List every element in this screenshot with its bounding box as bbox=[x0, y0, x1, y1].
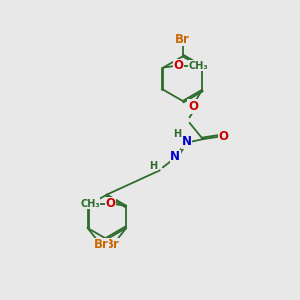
Text: O: O bbox=[174, 59, 184, 72]
Text: Br: Br bbox=[105, 238, 120, 251]
Text: Br: Br bbox=[94, 238, 109, 251]
Text: N: N bbox=[182, 135, 191, 148]
Text: N: N bbox=[170, 151, 180, 164]
Text: O: O bbox=[105, 197, 115, 210]
Text: O: O bbox=[219, 130, 229, 143]
Text: Br: Br bbox=[175, 33, 190, 46]
Text: CH₃: CH₃ bbox=[80, 199, 100, 209]
Text: H: H bbox=[149, 161, 157, 171]
Text: O: O bbox=[188, 100, 198, 113]
Text: CH₃: CH₃ bbox=[189, 61, 208, 71]
Text: H: H bbox=[174, 129, 182, 139]
